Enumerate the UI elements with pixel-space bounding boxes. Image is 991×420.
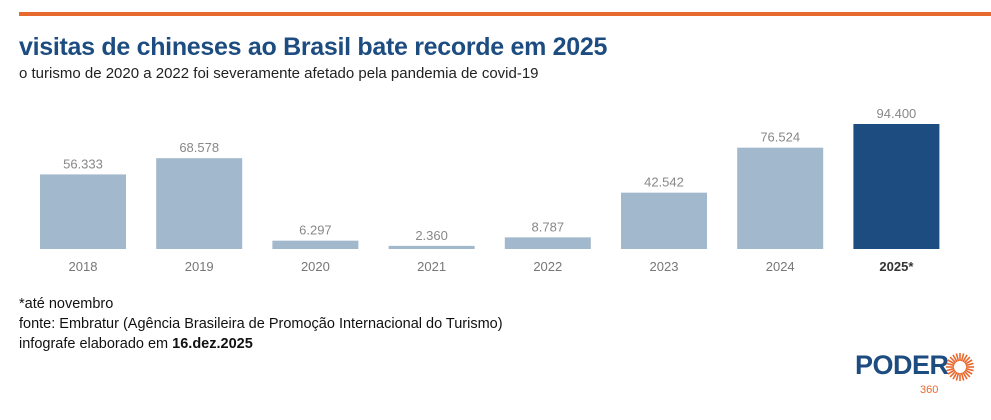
- made-date: 16.dez.2025: [172, 336, 253, 352]
- footer-notes: *até novembro fonte: Embratur (Agência B…: [19, 294, 503, 354]
- made-date-line: infografe elaborado em 16.dez.2025: [19, 334, 503, 354]
- value-label: 2.360: [415, 228, 448, 243]
- value-label: 8.787: [532, 219, 565, 234]
- bar: [272, 240, 359, 249]
- logo-text: PODER: [855, 350, 949, 380]
- category-label: 2020: [301, 259, 330, 274]
- bar: [853, 124, 940, 249]
- footnote: *até novembro: [19, 296, 114, 312]
- value-label: 76.524: [760, 130, 800, 145]
- bar: [621, 192, 707, 249]
- category-label: 2024: [766, 259, 795, 274]
- value-label: 94.400: [877, 106, 917, 121]
- chart-title: visitas de chineses ao Brasil bate recor…: [19, 33, 608, 61]
- bar-chart: 56.333 2018 68.578 2019 6.297 2020 2.360 2021 8.…: [40, 106, 940, 274]
- category-label: 2018: [69, 259, 98, 274]
- made-prefix: infografe elaborado em: [19, 336, 173, 352]
- chart-subtitle: o turismo de 2020 a 2022 foi severamente…: [19, 65, 539, 82]
- logo-number: 360: [920, 384, 939, 396]
- category-label: 2023: [650, 259, 679, 274]
- bar: [737, 147, 824, 249]
- value-label: 42.542: [644, 175, 684, 190]
- category-label: 2025*: [879, 259, 914, 274]
- value-label: 6.297: [299, 223, 332, 238]
- bar: [40, 174, 126, 249]
- top-accent-bar: [19, 12, 991, 16]
- bar: [504, 237, 591, 249]
- value-label: 68.578: [179, 140, 219, 155]
- value-label: 56.333: [63, 156, 103, 171]
- source: fonte: Embratur (Agência Brasileira de P…: [19, 316, 503, 332]
- category-label: 2022: [533, 259, 562, 274]
- sun-icon: [946, 353, 974, 381]
- category-label: 2021: [417, 259, 446, 274]
- category-label: 2019: [185, 259, 214, 274]
- bar: [388, 245, 475, 249]
- bar: [156, 158, 243, 249]
- poder360-logo: PODER: [855, 350, 974, 381]
